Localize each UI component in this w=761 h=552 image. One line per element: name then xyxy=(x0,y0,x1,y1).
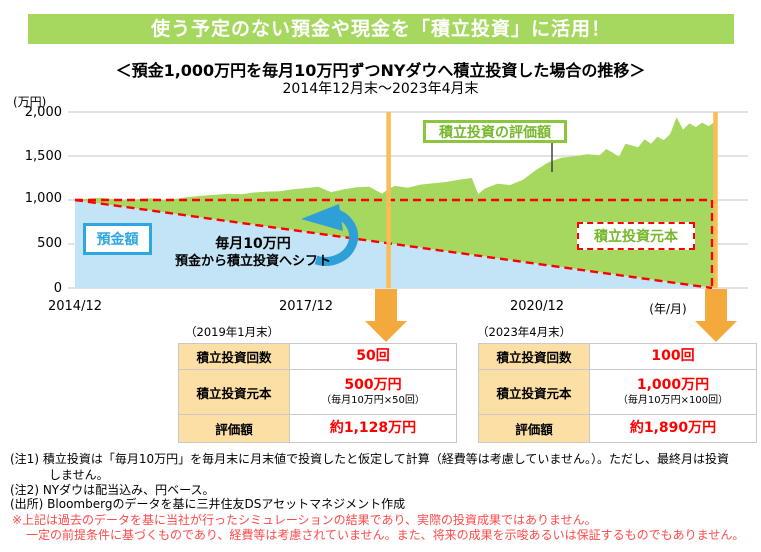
table-row: 積立投資回数 100回 xyxy=(479,344,756,370)
shift-note-line1: 毎月10万円 xyxy=(215,236,291,252)
row-value: 約1,128万円 xyxy=(329,420,417,436)
y-axis-unit-label: (万円) xyxy=(13,95,47,109)
table-row: 積立投資回数 50回 xyxy=(179,344,456,370)
chart-title: ＜預金1,000万円を毎月10万円ずつNYダウへ積立投資した場合の推移＞ xyxy=(115,61,646,80)
valuation-area xyxy=(75,117,715,288)
row-value: 100回 xyxy=(651,348,695,364)
chart-subtitle: 2014年12月末～2023年4月末 xyxy=(282,81,479,97)
shift-arrow-icon xyxy=(314,208,359,266)
row-value: 1,000万円 xyxy=(636,377,710,393)
result-table-2019: 積立投資回数 50回 積立投資元本 500万円 （毎月10万円×50回） 評価額… xyxy=(178,343,457,443)
row-value: 50回 xyxy=(356,348,390,364)
down-arrow-left-icon xyxy=(365,289,407,342)
header-banner-text: 使う予定のない預金や現金を「積立投資」に活用！ xyxy=(150,18,611,40)
result-table-2023: 積立投資回数 100回 積立投資元本 1,000万円 （毎月10万円×100回）… xyxy=(478,343,757,443)
row-value: 500万円 xyxy=(344,377,402,393)
principal-diagonal-line xyxy=(74,198,713,290)
principal-label: 積立投資元本 xyxy=(577,222,695,250)
footnote-2: (注2) NYダウは配当込み、円ベース。 xyxy=(10,483,215,497)
x-tick-2020-12: 2020/12 xyxy=(509,299,564,314)
principal-dashed-outline xyxy=(74,198,714,290)
panel-caption-2019: （2019年1月末） xyxy=(185,325,280,339)
footnote-1: (注1) 積立投資は「毎月10万円」を毎月末に月末値で投資したと仮定して計算（経… xyxy=(10,452,730,466)
y-tick-1000: 1,000 xyxy=(24,191,62,206)
row-header: 積立投資元本 xyxy=(479,370,590,414)
row-header: 評価額 xyxy=(179,415,290,442)
deposit-label: 預金額 xyxy=(83,223,152,255)
footnote-source: (出所) Bloombergのデータを基に三井住友DSアセットマネジメント作成 xyxy=(10,497,406,511)
footnote-1-cont: しません。 xyxy=(49,468,109,482)
table-row: 積立投資元本 1,000万円 （毎月10万円×100回） xyxy=(479,370,756,415)
disclaimer-line1: ※上記は過去のデータを基に当社が行ったシミュレーションの結果であり、実際の投資成… xyxy=(12,513,597,527)
table-row: 積立投資元本 500万円 （毎月10万円×50回） xyxy=(179,370,456,415)
header-banner: 使う予定のない預金や現金を「積立投資」に活用！ xyxy=(28,14,734,44)
panel-caption-2023: （2023年4月末） xyxy=(477,325,572,339)
shift-arrow-head-icon xyxy=(301,204,343,231)
x-tick-2014-12: 2014/12 xyxy=(47,299,102,314)
row-note: （毎月10万円×100回） xyxy=(617,395,729,406)
row-header: 積立投資元本 xyxy=(179,370,290,414)
row-note: （毎月10万円×50回） xyxy=(321,395,425,406)
valuation-label: 積立投資の評価額 xyxy=(423,120,567,143)
table-row: 評価額 約1,890万円 xyxy=(479,415,756,442)
y-tick-0: 0 xyxy=(53,281,62,296)
y-tick-500: 500 xyxy=(37,236,62,251)
table-row: 評価額 約1,128万円 xyxy=(179,415,456,442)
y-tick-1500: 1,500 xyxy=(24,149,62,164)
disclaimer-line2: 一定の前提条件に基づくものであり、経費等は考慮されていません。また、将来の成果を… xyxy=(26,528,745,542)
row-header: 積立投資回数 xyxy=(479,344,590,369)
down-arrow-right-icon xyxy=(695,289,737,342)
x-tick-2017-12: 2017/12 xyxy=(278,299,333,314)
shift-note-line2: 預金から積立投資へシフト xyxy=(174,254,331,269)
row-value: 約1,890万円 xyxy=(629,420,717,436)
chart-svg xyxy=(68,111,748,342)
row-header: 評価額 xyxy=(479,415,590,442)
y-tick-2000: 2,000 xyxy=(24,105,62,120)
shift-note: 毎月10万円 預金から積立投資へシフト xyxy=(163,235,343,270)
x-axis-unit-label: (年/月) xyxy=(649,302,687,316)
row-header: 積立投資回数 xyxy=(179,344,290,369)
